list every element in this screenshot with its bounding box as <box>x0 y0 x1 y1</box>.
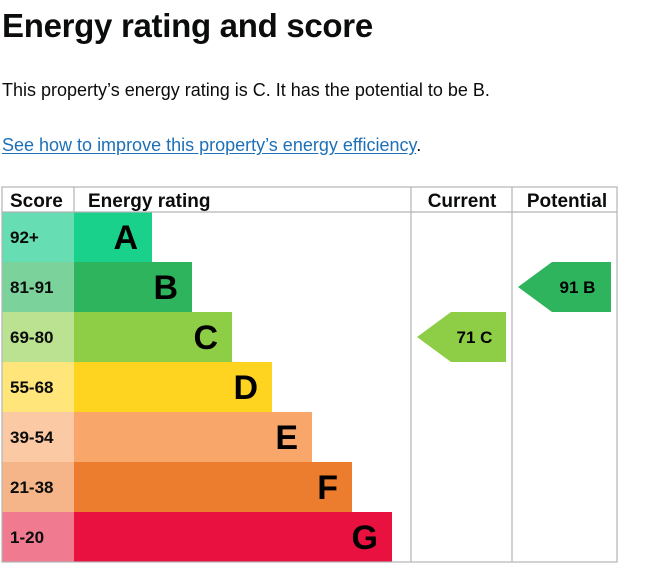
score-label-e: 39-54 <box>10 428 54 447</box>
score-cell-d <box>2 362 74 412</box>
current-rating-label: 71 C <box>457 328 493 347</box>
band-bar-a <box>74 212 152 262</box>
header-score: Score <box>10 191 63 212</box>
chart-grid <box>1 186 618 563</box>
header-energy-rating: Energy rating <box>88 191 210 212</box>
band-bar-g <box>74 512 392 562</box>
band-bar-e <box>74 412 312 462</box>
score-label-f: 21-38 <box>10 478 53 497</box>
chart-arrows: 71 C 91 B <box>417 262 611 362</box>
band-letter-g: G <box>352 519 378 557</box>
current-arrow <box>417 312 506 362</box>
improve-link-suffix: . <box>416 135 422 155</box>
score-label-g: 1-20 <box>10 528 44 547</box>
band-bar-b <box>74 262 192 312</box>
score-cell-a <box>2 212 74 262</box>
score-cell-b <box>2 262 74 312</box>
band-letter-a: A <box>113 219 138 257</box>
score-cell-f <box>2 462 74 512</box>
score-label-c: 69-80 <box>10 328 53 347</box>
band-bar-f <box>74 462 352 512</box>
score-cell-c <box>2 312 74 362</box>
band-letter-b: B <box>153 269 178 307</box>
page-title: Energy rating and score <box>2 7 373 44</box>
rating-summary: This property’s energy rating is C. It h… <box>2 80 490 100</box>
chart-bands: 92+ A 81-91 B 69-80 C 55-68 D 39-54 E 21-38 F 1-20 G <box>2 212 392 562</box>
score-cell-g <box>2 512 74 562</box>
score-cell-e <box>2 412 74 462</box>
improve-line: See how to improve this property’s energ… <box>2 132 421 158</box>
potential-arrow <box>518 262 611 312</box>
band-letter-c: C <box>193 319 218 357</box>
header-potential: Potential <box>527 191 607 212</box>
improve-efficiency-link[interactable]: See how to improve this property’s energ… <box>2 135 417 155</box>
band-letter-e: E <box>275 419 298 457</box>
band-bar-d <box>74 362 272 412</box>
score-label-d: 55-68 <box>10 378 53 397</box>
band-letter-f: F <box>317 469 338 507</box>
potential-rating-label: 91 B <box>560 278 596 297</box>
chart-border <box>1 186 618 563</box>
score-label-a: 92+ <box>10 228 39 247</box>
band-bar-c <box>74 312 232 362</box>
band-letter-d: D <box>233 369 258 407</box>
score-label-b: 81-91 <box>10 278 53 297</box>
header-current: Current <box>428 191 497 212</box>
